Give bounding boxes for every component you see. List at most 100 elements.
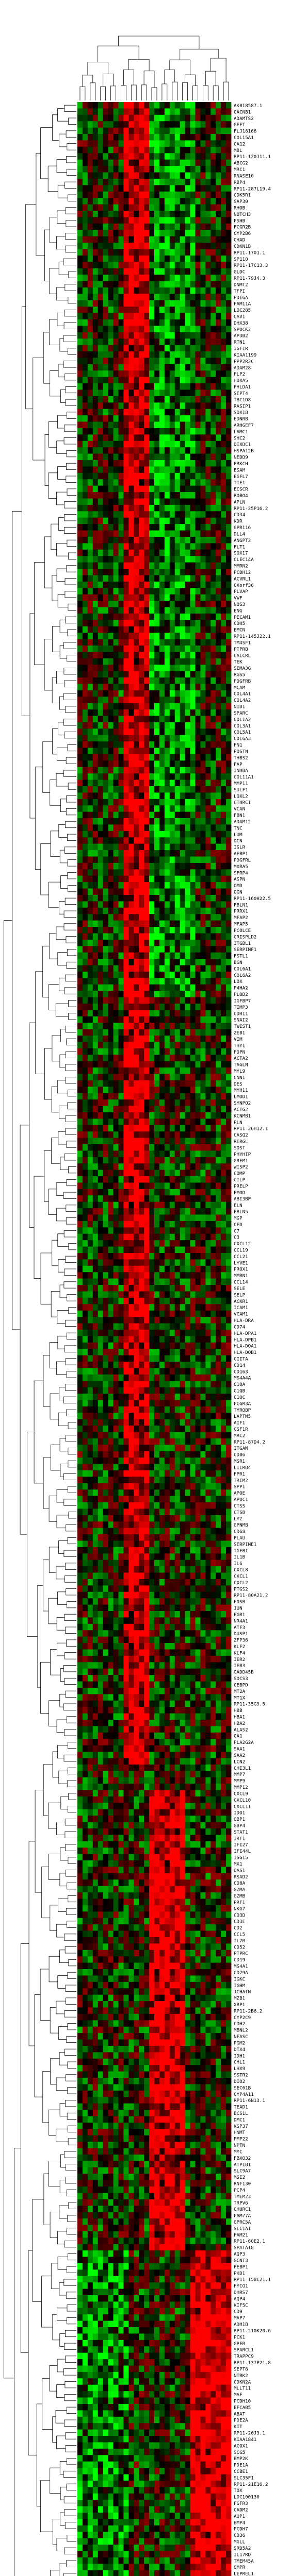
heatmap-cell	[174, 601, 181, 607]
heatmap-cell	[98, 530, 104, 537]
heatmap-cell	[139, 645, 144, 652]
heatmap-cell	[154, 294, 160, 301]
heatmap-cell	[195, 869, 201, 876]
heatmap-cell	[118, 460, 124, 467]
heatmap-cell	[174, 1048, 181, 1055]
heatmap-cell	[190, 792, 196, 800]
heatmap-cell	[144, 645, 150, 652]
heatmap-cell	[164, 959, 170, 965]
heatmap-cell	[221, 786, 227, 793]
heatmap-cell	[195, 716, 201, 723]
heatmap-cell	[226, 971, 232, 978]
heatmap-cell	[205, 914, 211, 921]
heatmap-cell	[98, 1067, 104, 1074]
heatmap-cell	[195, 984, 201, 991]
heatmap-cell	[211, 543, 216, 550]
heatmap-cell	[190, 716, 196, 723]
heatmap-cell	[87, 1042, 93, 1049]
heatmap-cell	[149, 415, 155, 422]
heatmap-cell	[87, 1029, 93, 1036]
heatmap-cell	[211, 748, 216, 755]
heatmap-cell	[205, 319, 211, 326]
heatmap-cell	[103, 262, 108, 269]
heatmap-cell	[180, 364, 185, 371]
heatmap-cell	[134, 594, 139, 601]
heatmap-cell	[144, 396, 150, 403]
heatmap-cell	[134, 665, 139, 671]
heatmap-cell	[128, 319, 134, 326]
heatmap-cell	[118, 146, 124, 154]
heatmap-cell	[159, 831, 165, 838]
heatmap-cell	[200, 338, 206, 346]
heatmap-cell	[77, 620, 83, 627]
heatmap-cell	[144, 389, 150, 397]
heatmap-cell	[123, 728, 129, 736]
heatmap-cell	[190, 530, 196, 537]
heatmap-cell	[92, 1048, 99, 1055]
heatmap-cell	[139, 984, 144, 991]
heatmap-cell	[98, 613, 104, 620]
heatmap-cell	[159, 1029, 165, 1036]
heatmap-cell	[159, 1055, 165, 1062]
heatmap-cell	[108, 562, 114, 569]
heatmap-cell	[98, 626, 104, 633]
heatmap-cell	[195, 697, 201, 704]
heatmap-cell	[123, 575, 129, 582]
heatmap-cell	[154, 684, 160, 691]
heatmap-cell	[98, 575, 104, 582]
heatmap-cell	[159, 204, 165, 211]
heatmap-cell	[139, 236, 144, 243]
heatmap-cell	[134, 364, 139, 371]
heatmap-cell	[77, 939, 83, 946]
heatmap-cell	[144, 198, 150, 205]
heatmap-cell	[123, 114, 129, 122]
heatmap-cell	[98, 389, 104, 397]
heatmap-cell	[128, 991, 134, 997]
heatmap-cell	[87, 811, 93, 819]
heatmap-cell	[159, 601, 165, 607]
heatmap-cell	[139, 1061, 144, 1068]
heatmap-cell	[185, 677, 190, 684]
heatmap-cell	[185, 939, 190, 946]
heatmap-cell	[82, 492, 88, 499]
heatmap-cell	[103, 1061, 108, 1068]
heatmap-cell	[211, 1023, 216, 1029]
heatmap-cell	[123, 102, 129, 109]
heatmap-cell	[226, 869, 232, 876]
heatmap-cell	[103, 716, 108, 723]
heatmap-cell	[82, 377, 88, 384]
heatmap-cell	[87, 754, 93, 761]
heatmap-cell	[108, 843, 114, 851]
heatmap-cell	[169, 984, 175, 991]
heatmap-cell	[108, 856, 114, 863]
heatmap-cell	[134, 607, 139, 614]
heatmap-cell	[216, 991, 221, 997]
heatmap-cell	[211, 888, 216, 895]
heatmap-cell	[123, 1055, 129, 1062]
heatmap-cell	[118, 722, 124, 729]
heatmap-cell	[108, 869, 114, 876]
heatmap-cell	[195, 722, 201, 729]
heatmap-cell	[159, 396, 165, 403]
heatmap-cell	[164, 114, 170, 122]
heatmap-cell	[226, 613, 232, 620]
heatmap-cell	[113, 735, 119, 742]
heatmap-cell	[190, 824, 196, 832]
heatmap-cell	[221, 166, 227, 173]
heatmap-cell	[113, 779, 119, 787]
heatmap-cell	[221, 114, 227, 122]
heatmap-cell	[185, 697, 190, 704]
heatmap-cell	[174, 313, 181, 320]
heatmap-cell	[103, 869, 108, 876]
heatmap-cell	[221, 773, 227, 780]
heatmap-cell	[211, 818, 216, 825]
heatmap-cell	[164, 588, 170, 595]
heatmap-cell	[92, 709, 99, 716]
heatmap-cell	[82, 959, 88, 965]
heatmap-cell	[226, 428, 232, 435]
heatmap-cell	[139, 479, 144, 486]
heatmap-cell	[103, 504, 108, 512]
heatmap-cell	[216, 665, 221, 671]
heatmap-cell	[190, 249, 196, 256]
heatmap-cell	[164, 965, 170, 972]
